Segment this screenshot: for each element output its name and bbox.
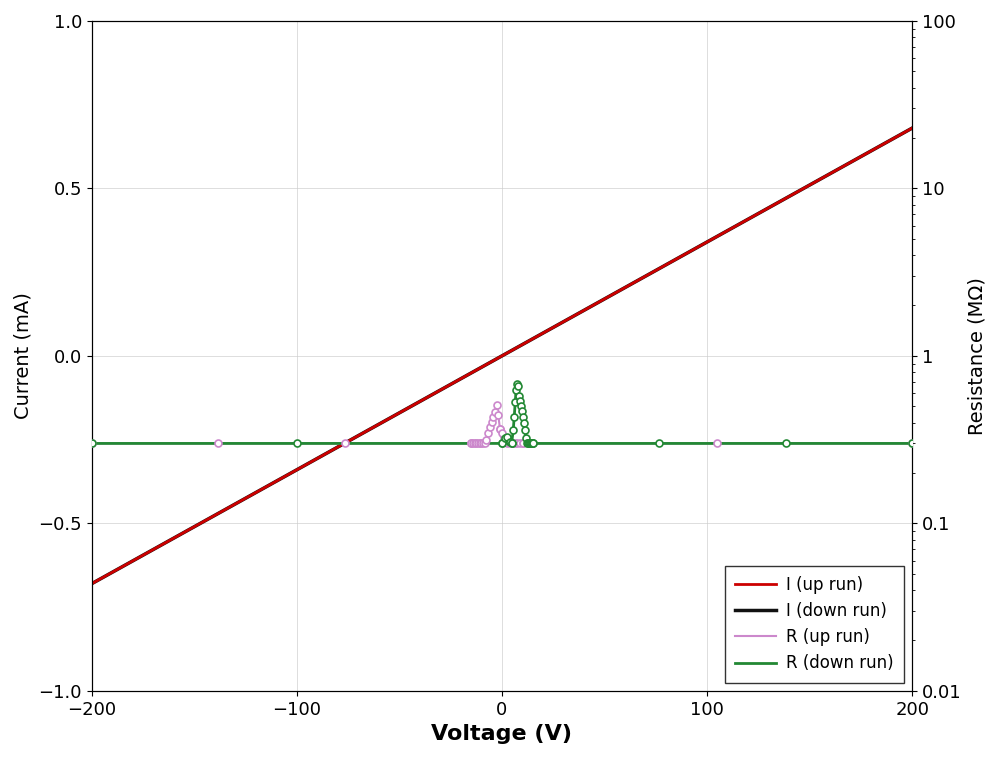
R (down run) <box>890 439 902 448</box>
I (down run) <box>732 221 744 230</box>
I (down run) <box>128 556 140 565</box>
R (up run) <box>436 439 448 448</box>
I (up run) <box>732 221 744 230</box>
I (up run) <box>882 136 894 146</box>
Line: I (down run): I (down run) <box>92 128 912 584</box>
Legend: I (up run), I (down run), R (up run), R (down run): I (up run), I (down run), R (up run), R … <box>725 565 904 682</box>
I (up run) <box>882 137 894 146</box>
I (down run) <box>485 358 497 367</box>
X-axis label: Voltage (V): Voltage (V) <box>431 724 572 744</box>
I (up run) <box>128 556 140 565</box>
R (up run) <box>179 439 191 448</box>
R (down run) <box>179 439 191 448</box>
I (up run) <box>906 124 918 133</box>
R (up run) <box>490 399 502 408</box>
I (up run) <box>463 370 475 379</box>
R (up run) <box>802 439 814 448</box>
I (down run) <box>882 136 894 146</box>
I (down run) <box>463 370 475 379</box>
R (down run) <box>86 439 98 448</box>
R (down run) <box>802 439 814 448</box>
I (up run) <box>485 358 497 367</box>
Y-axis label: Current (mA): Current (mA) <box>14 293 33 419</box>
R (down run) <box>436 439 448 448</box>
Line: R (down run): R (down run) <box>92 384 912 443</box>
I (down run) <box>906 124 918 133</box>
Line: I (up run): I (up run) <box>92 128 912 584</box>
R (up run) <box>228 439 240 448</box>
R (up run) <box>906 439 918 448</box>
R (up run) <box>400 439 412 448</box>
Y-axis label: Resistance (MΩ): Resistance (MΩ) <box>967 277 986 435</box>
R (up run) <box>86 439 98 448</box>
Line: R (up run): R (up run) <box>92 403 912 443</box>
I (up run) <box>86 579 98 588</box>
R (down run) <box>906 439 918 448</box>
R (down run) <box>400 439 412 448</box>
R (down run) <box>511 380 523 389</box>
R (up run) <box>890 439 902 448</box>
I (down run) <box>882 137 894 146</box>
R (down run) <box>228 439 240 448</box>
I (down run) <box>86 579 98 588</box>
